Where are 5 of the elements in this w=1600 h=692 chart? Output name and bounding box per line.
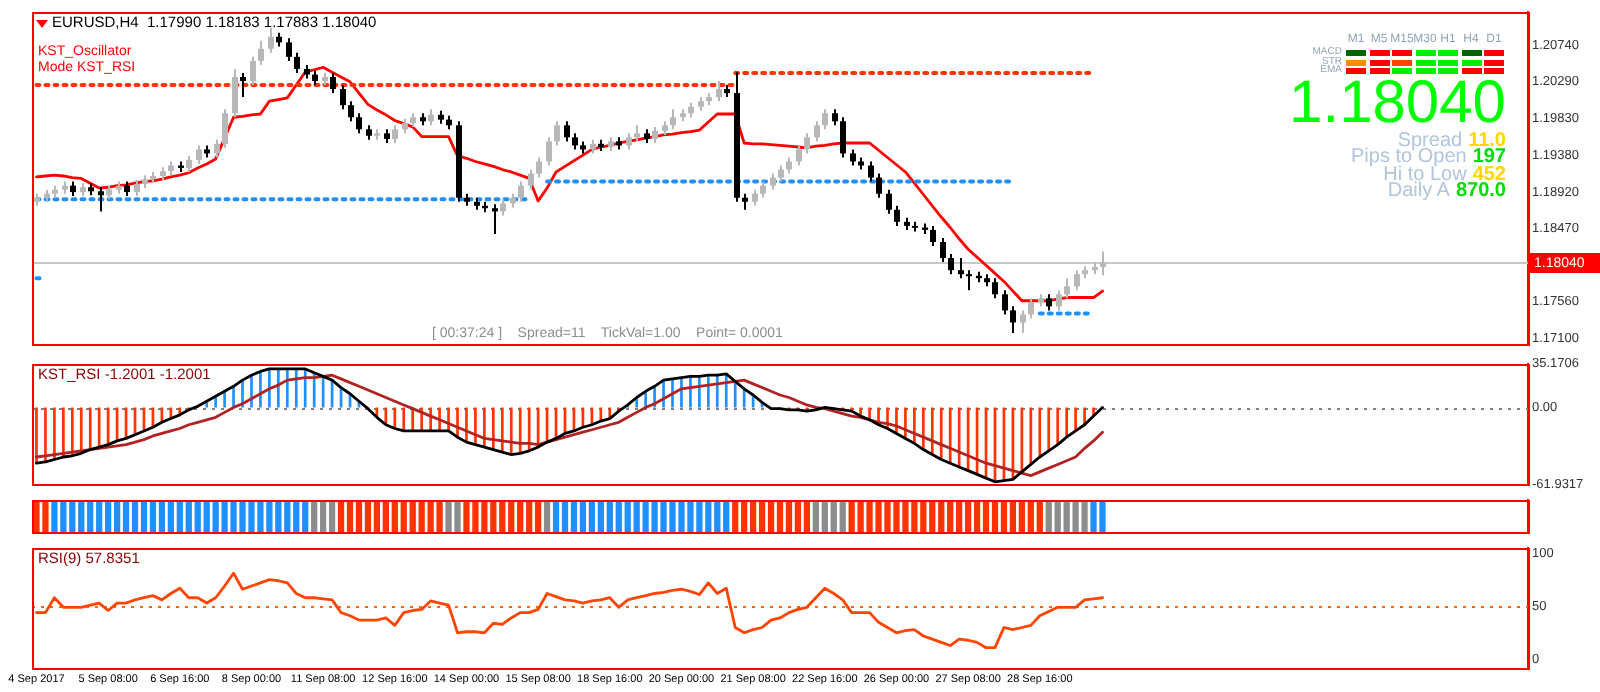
annotation: Pips to Open — [1351, 146, 1467, 169]
annotation: 197 — [1472, 146, 1506, 169]
annotation: 870.0 — [1455, 179, 1506, 202]
annotation: Daily A — [1387, 179, 1450, 202]
annotation: Spread — [1397, 130, 1463, 152]
